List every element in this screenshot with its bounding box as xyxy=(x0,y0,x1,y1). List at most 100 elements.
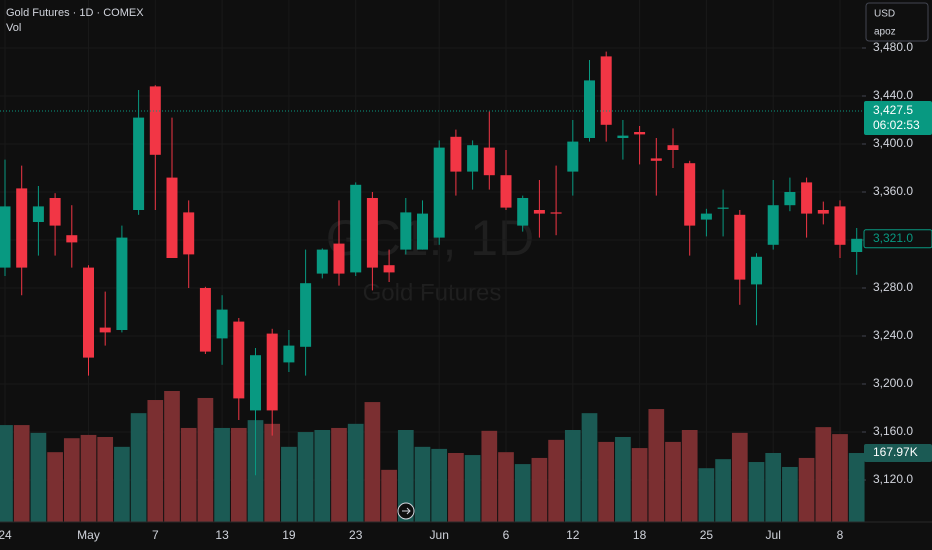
volume-bar xyxy=(782,466,798,522)
candle-body xyxy=(333,243,345,274)
candle-body xyxy=(116,237,128,330)
candle-body xyxy=(500,175,512,208)
candle-body xyxy=(450,136,462,172)
volume-bar xyxy=(448,453,464,522)
candle-body xyxy=(266,333,278,411)
volume-bar xyxy=(97,436,114,522)
candle-body xyxy=(634,132,646,135)
candle-body xyxy=(801,182,813,214)
volume-bar xyxy=(63,438,80,522)
candle-body xyxy=(300,283,312,347)
candle-body xyxy=(99,327,111,333)
volume-bar xyxy=(481,430,498,522)
volume-bar xyxy=(114,446,130,522)
volume-value-label: 167.97K xyxy=(873,445,918,459)
candle-body xyxy=(133,117,145,210)
unit[interactable]: apoz xyxy=(874,27,896,38)
volume-bar xyxy=(665,441,681,522)
overlay: USD apoz Gold Futures · 1D · COMEX Vol 3… xyxy=(0,2,932,523)
volume-bar xyxy=(531,457,548,522)
volume-bar xyxy=(180,427,197,522)
x-tick-label: May xyxy=(77,528,100,542)
volume-bar xyxy=(848,453,865,522)
volume-bar xyxy=(598,441,615,522)
candle-body xyxy=(66,235,78,243)
candle-body xyxy=(417,213,428,250)
candle-body xyxy=(600,56,612,125)
candle-body xyxy=(400,212,412,250)
volume-bar xyxy=(347,423,364,522)
candle-body xyxy=(483,147,495,176)
volume-bar xyxy=(381,469,397,522)
last-price-label: 3,321.0 xyxy=(873,231,913,245)
volume-bar xyxy=(214,427,230,522)
candle-body xyxy=(283,345,295,363)
candle-body xyxy=(667,145,679,150)
y-tick-label: 3,360.0 xyxy=(873,184,913,198)
candle-body xyxy=(433,147,445,238)
volume-bar xyxy=(464,455,481,522)
y-tick-label: 3,480.0 xyxy=(873,40,913,54)
x-tick-label: 6 xyxy=(503,528,510,542)
candle-body xyxy=(584,80,595,138)
scroll-arrow[interactable] xyxy=(402,507,411,515)
volume-legend: Vol xyxy=(6,22,21,34)
x-tick-label: 25 xyxy=(700,528,714,542)
x-tick-label: Jun xyxy=(430,528,449,542)
candle-body xyxy=(533,210,545,214)
volume-bar xyxy=(164,390,180,522)
volume-bar xyxy=(564,430,581,522)
candle-body xyxy=(751,256,762,285)
volume-bar xyxy=(314,430,331,522)
x-tick-label: 19 xyxy=(282,528,296,542)
candle-body xyxy=(233,321,245,399)
volume-bar xyxy=(648,409,665,522)
candle-body xyxy=(834,206,846,245)
last-price-box xyxy=(863,229,932,249)
candle-body xyxy=(149,86,161,155)
volume-bar xyxy=(130,413,147,522)
currency[interactable]: USD xyxy=(874,9,895,20)
candle-body xyxy=(767,205,779,245)
volume-bar xyxy=(798,457,815,522)
candle-body xyxy=(817,210,829,214)
volume-bar xyxy=(197,397,214,522)
volume-bar xyxy=(414,446,431,522)
candle-body xyxy=(617,135,629,138)
y-tick-label: 3,280.0 xyxy=(873,280,913,294)
volume-bar xyxy=(765,453,782,522)
volume-bar xyxy=(832,434,848,522)
candle-body xyxy=(199,288,211,352)
price-line-label: 3,427.5 xyxy=(873,103,913,117)
y-tick-label: 3,240.0 xyxy=(873,328,913,342)
plot: 3,120.03,160.03,200.03,240.03,280.03,320… xyxy=(0,40,914,543)
volume-bar xyxy=(13,425,30,522)
y-tick-label: 3,160.0 xyxy=(873,424,913,438)
candle-body xyxy=(366,198,378,268)
candle-body xyxy=(350,184,362,273)
volume-bar xyxy=(748,462,765,522)
volume-bar xyxy=(281,446,297,522)
volume-bar xyxy=(0,425,13,522)
candle-body xyxy=(851,238,863,252)
candle-body xyxy=(166,177,178,258)
volume-bar xyxy=(80,434,97,522)
x-tick-label: Jul xyxy=(766,528,781,542)
countdown: 06:02:53 xyxy=(873,118,920,132)
volume-bar xyxy=(815,427,832,522)
y-tick-label: 3,120.0 xyxy=(873,472,913,486)
y-tick-label: 3,400.0 xyxy=(873,136,913,150)
currency-box[interactable] xyxy=(865,2,929,42)
candle-body xyxy=(16,188,28,268)
volume-value-box xyxy=(864,444,932,463)
volume-bar xyxy=(147,400,164,522)
candle-body xyxy=(32,206,44,222)
volume-bar xyxy=(47,452,63,522)
candle-body xyxy=(567,141,579,172)
volume-bar xyxy=(498,452,514,522)
y-tick-label: 3,200.0 xyxy=(873,376,913,390)
volume-bar xyxy=(681,430,698,522)
volume-bar xyxy=(731,432,748,522)
candle-body xyxy=(684,163,696,226)
